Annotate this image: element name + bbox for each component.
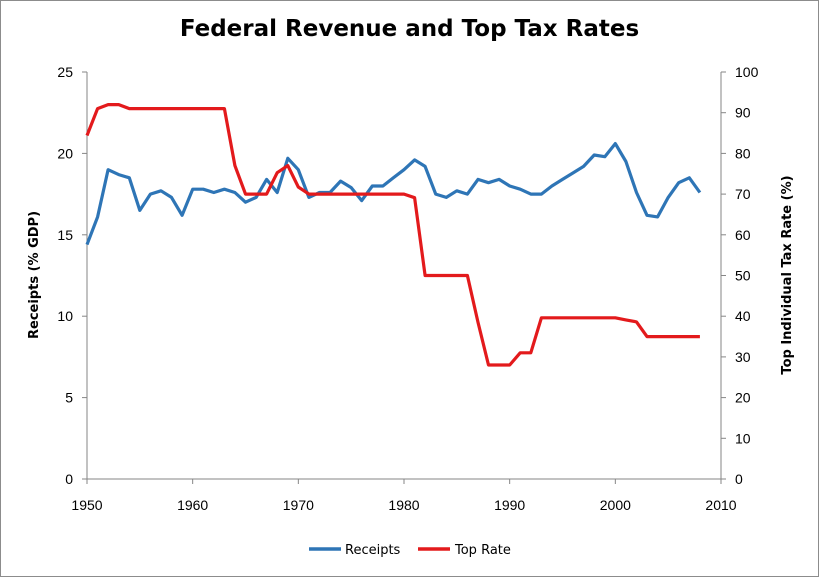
y2-tick-label: 10	[735, 430, 751, 446]
x-tick-label: 2010	[705, 497, 736, 513]
y2-tick-label: 50	[735, 268, 751, 284]
legend-label-top-rate: Top Rate	[454, 543, 511, 558]
y2-tick-label: 40	[735, 308, 751, 324]
y2-tick-label: 20	[735, 390, 751, 406]
y2-axis-title: Top Individual Tax Rate (%)	[780, 175, 795, 374]
y2-tick-label: 30	[735, 349, 751, 365]
series	[85, 102, 702, 367]
legend: Receipts Top Rate	[309, 543, 511, 558]
ticks: 0 5 10 15 20 25 0 10 20 30 40 50 60 70 80 90 100 1950 1960…	[57, 64, 758, 513]
y2-tick-label: 90	[735, 105, 751, 121]
y-tick-label: 0	[65, 471, 73, 487]
y2-tick-label: 70	[735, 186, 751, 202]
x-tick-label: 1990	[494, 497, 525, 513]
y2-tick-label: 80	[735, 145, 751, 161]
y-tick-label: 10	[57, 308, 73, 324]
axes	[86, 72, 722, 480]
series-line-top-rate	[85, 102, 700, 367]
x-tick-label: 1960	[177, 497, 208, 513]
series-line-receipts	[85, 142, 702, 246]
y-tick-label: 25	[57, 64, 73, 80]
y-tick-label: 20	[57, 145, 73, 161]
chart-title: Federal Revenue and Top Tax Rates	[179, 16, 640, 42]
x-tick-label: 2000	[600, 497, 631, 513]
x-tick-label: 1980	[388, 497, 419, 513]
x-tick-label: 1950	[71, 497, 102, 513]
y-axis-title: Receipts (% GDP)	[27, 211, 42, 339]
y2-tick-label: 60	[735, 227, 751, 243]
x-tick-label: 1970	[283, 497, 314, 513]
y-tick-label: 5	[65, 390, 73, 406]
y2-tick-label: 100	[735, 64, 759, 80]
y-tick-label: 15	[57, 227, 73, 243]
y2-tick-label: 0	[735, 471, 743, 487]
legend-label-receipts: Receipts	[345, 543, 401, 558]
